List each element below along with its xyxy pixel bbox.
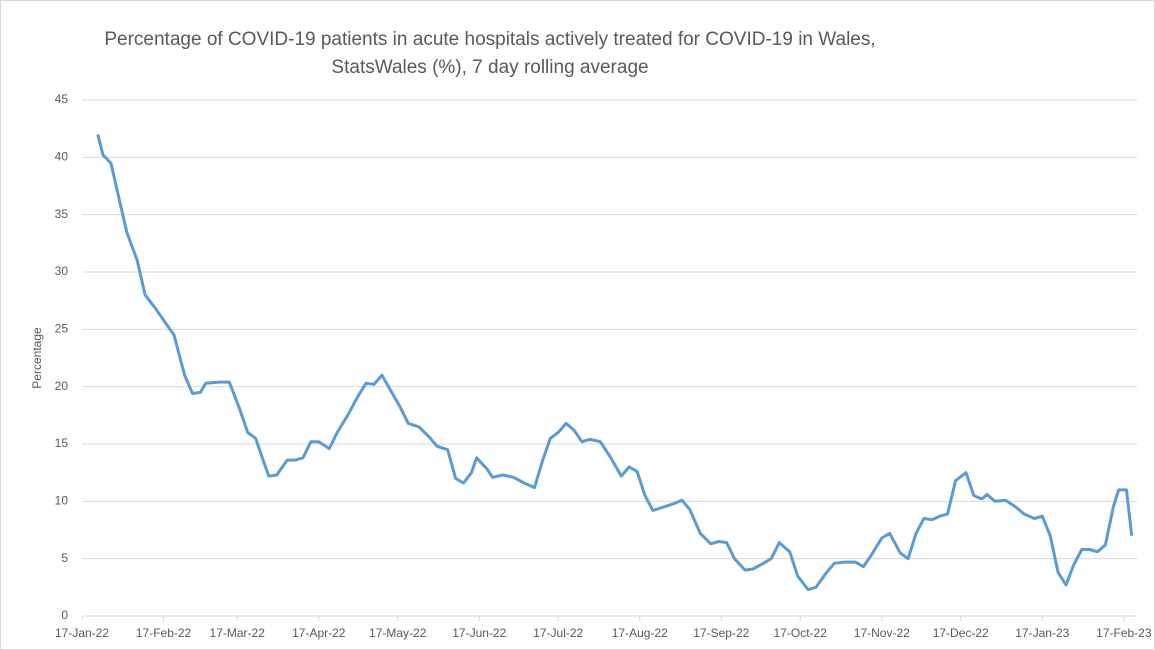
y-tick-label: 25 bbox=[55, 322, 69, 336]
y-tick-label: 10 bbox=[55, 494, 69, 508]
x-tick-label: 17-Feb-23 bbox=[1096, 626, 1152, 640]
x-tick-label: 17-Sep-22 bbox=[693, 626, 749, 640]
x-tick-label: 17-Feb-22 bbox=[136, 626, 192, 640]
y-tick-label: 40 bbox=[55, 150, 69, 164]
x-tick-label: 17-May-22 bbox=[369, 626, 427, 640]
x-tick-label: 17-Oct-22 bbox=[774, 626, 828, 640]
x-tick-label: 17-Aug-22 bbox=[612, 626, 668, 640]
x-tick-label: 17-Jan-23 bbox=[1015, 626, 1069, 640]
data-line bbox=[96, 134, 1134, 592]
y-tick-label: 15 bbox=[55, 436, 69, 450]
y-tick-label: 35 bbox=[55, 207, 69, 221]
chart-subtitle: StatsWales (%), 7 day rolling average bbox=[331, 57, 648, 78]
chart-title: Percentage of COVID-19 patients in acute… bbox=[104, 29, 875, 50]
x-tick-label: 17-Nov-22 bbox=[854, 626, 910, 640]
x-tick-label: 17-Apr-22 bbox=[292, 626, 346, 640]
x-tick-label: 17-Mar-22 bbox=[210, 626, 266, 640]
y-tick-label: 20 bbox=[55, 379, 69, 393]
y-tick-label: 5 bbox=[61, 551, 68, 565]
x-tick-label: 17-Jul-22 bbox=[533, 626, 583, 640]
x-tick-label: 17-Jan-22 bbox=[55, 626, 109, 640]
y-tick-label: 0 bbox=[61, 608, 68, 622]
y-axis-label: Percentage bbox=[30, 327, 44, 389]
y-tick-label: 45 bbox=[55, 92, 69, 106]
y-tick-label: 30 bbox=[55, 264, 69, 278]
x-tick-label: 17-Dec-22 bbox=[933, 626, 989, 640]
x-tick-label: 17-Jun-22 bbox=[452, 626, 506, 640]
